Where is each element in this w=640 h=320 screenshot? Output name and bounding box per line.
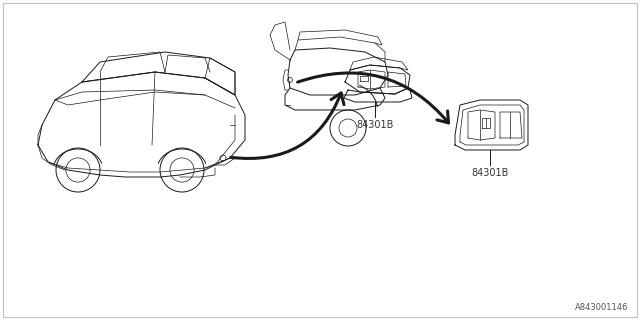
Text: 84301B: 84301B — [356, 120, 394, 130]
FancyArrowPatch shape — [298, 73, 449, 123]
Text: A843001146: A843001146 — [575, 303, 628, 312]
FancyArrowPatch shape — [231, 93, 344, 158]
Text: 84301B: 84301B — [471, 168, 509, 178]
